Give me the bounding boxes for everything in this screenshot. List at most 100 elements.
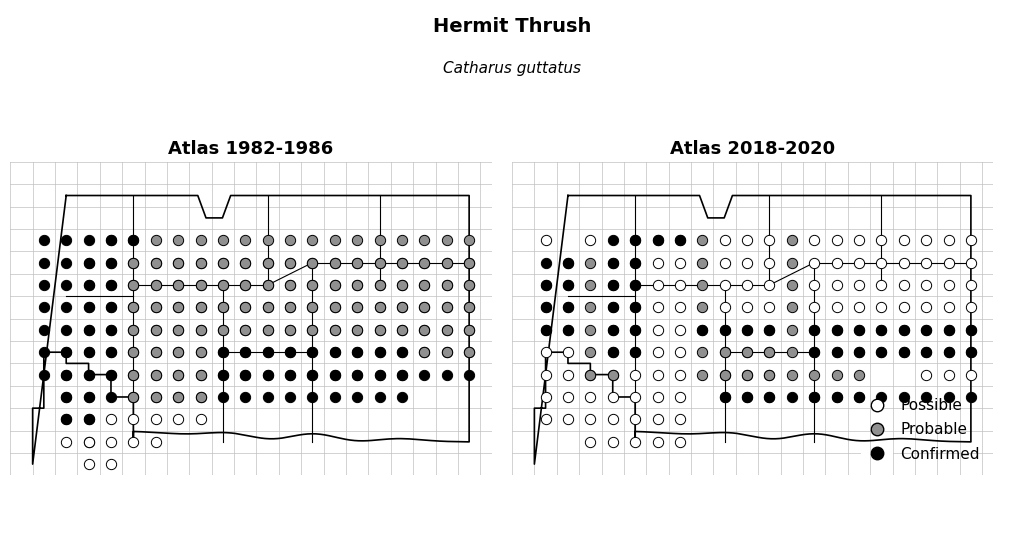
Point <box>873 348 890 357</box>
Point <box>851 392 867 401</box>
Point <box>739 348 756 357</box>
Point <box>627 236 643 245</box>
Point <box>193 303 209 312</box>
Point <box>372 281 388 290</box>
Point <box>259 258 275 267</box>
Point <box>304 370 321 379</box>
Point <box>349 303 366 312</box>
Point <box>58 348 75 357</box>
Point <box>761 392 777 401</box>
Point <box>694 281 711 290</box>
Point <box>806 392 822 401</box>
Point <box>583 258 599 267</box>
Point <box>170 325 186 334</box>
Point <box>604 415 621 424</box>
Point <box>783 258 800 267</box>
Point <box>81 370 97 379</box>
Point <box>36 348 52 357</box>
Point <box>627 303 643 312</box>
Point <box>349 236 366 245</box>
Point <box>828 370 845 379</box>
Point <box>918 281 934 290</box>
Point <box>918 392 934 401</box>
Point <box>583 303 599 312</box>
Point <box>102 437 119 446</box>
Point <box>81 348 97 357</box>
Point <box>327 281 343 290</box>
Point <box>416 303 432 312</box>
Point <box>963 348 979 357</box>
Point <box>438 258 455 267</box>
Point <box>438 303 455 312</box>
Point <box>304 325 321 334</box>
Point <box>327 303 343 312</box>
Point <box>940 348 956 357</box>
Point <box>851 236 867 245</box>
Point <box>649 281 666 290</box>
Point <box>627 258 643 267</box>
Point <box>327 236 343 245</box>
Point <box>896 348 912 357</box>
Point <box>560 325 577 334</box>
Point <box>851 303 867 312</box>
Point <box>147 258 164 267</box>
Point <box>538 281 554 290</box>
Point <box>583 415 599 424</box>
Point <box>438 281 455 290</box>
Point <box>461 258 477 267</box>
Point <box>627 325 643 334</box>
Point <box>963 348 979 357</box>
Point <box>828 281 845 290</box>
Point <box>717 258 733 267</box>
Point <box>259 281 275 290</box>
Point <box>560 348 577 357</box>
Point <box>828 392 845 401</box>
Point <box>125 281 141 290</box>
Point <box>259 370 275 379</box>
Point <box>761 281 777 290</box>
Point <box>438 236 455 245</box>
Point <box>963 236 979 245</box>
Point <box>806 325 822 334</box>
Point <box>604 281 621 290</box>
Point <box>783 370 800 379</box>
Point <box>125 303 141 312</box>
Point <box>102 303 119 312</box>
Point <box>583 236 599 245</box>
Point <box>81 392 97 401</box>
Point <box>170 392 186 401</box>
Point <box>416 281 432 290</box>
Point <box>238 303 254 312</box>
Point <box>238 348 254 357</box>
Point <box>896 236 912 245</box>
Point <box>125 325 141 334</box>
Point <box>304 236 321 245</box>
Point <box>58 415 75 424</box>
Point <box>193 348 209 357</box>
Point <box>851 258 867 267</box>
Point <box>282 370 298 379</box>
Point <box>327 258 343 267</box>
Point <box>170 258 186 267</box>
Point <box>461 325 477 334</box>
Point <box>58 392 75 401</box>
Point <box>238 258 254 267</box>
Point <box>649 415 666 424</box>
Point <box>327 325 343 334</box>
Point <box>873 303 890 312</box>
Point <box>215 392 231 401</box>
Point <box>215 370 231 379</box>
Point <box>739 325 756 334</box>
Point <box>394 303 411 312</box>
Point <box>304 303 321 312</box>
Point <box>672 325 688 334</box>
Point <box>560 281 577 290</box>
Point <box>694 325 711 334</box>
Point <box>147 348 164 357</box>
Point <box>694 325 711 334</box>
Point <box>538 281 554 290</box>
Point <box>604 437 621 446</box>
Point <box>147 415 164 424</box>
Point <box>604 348 621 357</box>
Point <box>102 236 119 245</box>
